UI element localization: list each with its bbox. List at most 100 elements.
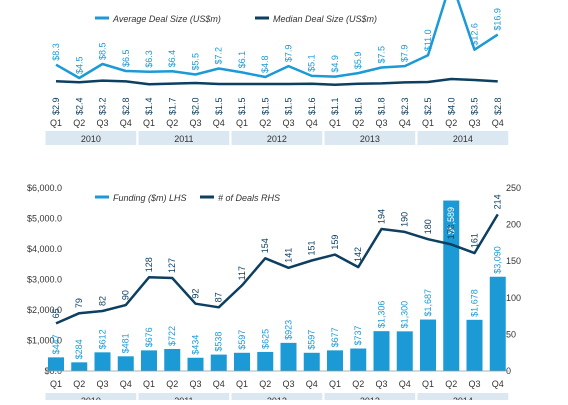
x-tick-label: Q1 bbox=[50, 118, 62, 128]
deal-size-legend: Average Deal Size (US$m) Median Deal Size… bbox=[95, 14, 377, 24]
year-label: 2012 bbox=[267, 134, 287, 144]
x-tick-label: Q1 bbox=[422, 118, 434, 128]
x-tick-label: Q2 bbox=[352, 118, 364, 128]
y-left-tick-label: $4,000.0 bbox=[27, 244, 62, 254]
average-data-label: $5.1 bbox=[307, 54, 317, 72]
x-tick-label: Q2 bbox=[166, 379, 178, 389]
legend-label-median: Median Deal Size (US$m) bbox=[273, 14, 377, 24]
median-data-label: $1.6 bbox=[353, 97, 363, 115]
deals-data-label: 159 bbox=[330, 235, 340, 250]
deals-data-label: 214 bbox=[493, 194, 503, 209]
year-label: 2012 bbox=[267, 396, 287, 400]
average-data-label: $7.5 bbox=[377, 46, 387, 64]
x-tick-label: Q4 bbox=[120, 118, 132, 128]
y-left-tick-label: $2,000.0 bbox=[27, 305, 62, 315]
year-band bbox=[324, 393, 416, 400]
funding-bar bbox=[187, 357, 204, 371]
average-data-label: $6.5 bbox=[121, 49, 131, 67]
deals-data-label: 90 bbox=[121, 290, 131, 300]
median-data-label: $2.5 bbox=[423, 97, 433, 115]
average-data-label: $7.2 bbox=[214, 47, 224, 65]
x-tick-label: Q4 bbox=[213, 118, 225, 128]
x-tick-label: Q2 bbox=[445, 118, 457, 128]
x-tick-label: Q4 bbox=[492, 118, 504, 128]
median-data-label: $2.8 bbox=[121, 97, 131, 115]
year-band bbox=[45, 393, 137, 400]
funding-bar bbox=[466, 319, 483, 371]
y-left-tick-label: $3,000.0 bbox=[27, 275, 62, 285]
x-tick-label: Q2 bbox=[259, 379, 271, 389]
median-data-label: $1.5 bbox=[284, 97, 294, 115]
deals-data-label: 151 bbox=[307, 240, 317, 255]
x-tick-label: Q1 bbox=[236, 379, 248, 389]
median-data-label: $2.8 bbox=[493, 97, 503, 115]
funding-bar bbox=[234, 352, 250, 371]
x-tick-label: Q1 bbox=[143, 379, 155, 389]
funding-data-label: $481 bbox=[121, 333, 131, 353]
funding-bar bbox=[373, 331, 390, 371]
average-deal-size-line bbox=[55, 0, 499, 80]
average-data-label: $6.1 bbox=[237, 51, 247, 69]
year-band bbox=[138, 131, 230, 145]
year-band bbox=[231, 131, 323, 145]
funding-bar bbox=[303, 352, 320, 371]
y-left-tick-label: $5,000.0 bbox=[27, 214, 62, 224]
median-data-label: $1.4 bbox=[144, 97, 154, 115]
x-tick-label: Q4 bbox=[120, 379, 132, 389]
deals-data-label: 180 bbox=[423, 219, 433, 234]
average-data-label: $6.3 bbox=[144, 50, 154, 68]
median-data-label: $1.5 bbox=[260, 97, 270, 115]
funding-bar bbox=[257, 351, 274, 371]
deals-data-label: 154 bbox=[260, 238, 270, 253]
average-data-label: $5.9 bbox=[353, 52, 363, 70]
deals-data-label: 173 bbox=[446, 224, 456, 239]
year-label: 2014 bbox=[453, 396, 473, 400]
average-data-label: $16.9 bbox=[493, 8, 503, 31]
funding-data-label: $3,090 bbox=[493, 246, 503, 274]
x-tick-label: Q4 bbox=[399, 118, 411, 128]
x-tick-label: Q2 bbox=[352, 379, 364, 389]
average-data-label: $7.9 bbox=[400, 45, 410, 63]
year-band bbox=[138, 393, 230, 400]
funding-data-label: $284 bbox=[74, 339, 84, 359]
median-data-label: $1.5 bbox=[237, 97, 247, 115]
deals-data-label: 65 bbox=[51, 308, 61, 318]
median-data-label: $1.6 bbox=[307, 97, 317, 115]
year-label: 2011 bbox=[174, 134, 193, 144]
x-tick-label: Q1 bbox=[50, 379, 62, 389]
y-right-tick-label: 200 bbox=[506, 220, 521, 230]
deals-data-label: 92 bbox=[191, 289, 201, 299]
average-data-label: $4.8 bbox=[260, 55, 270, 73]
deals-data-label: 128 bbox=[144, 257, 154, 272]
funding-bar bbox=[117, 356, 134, 371]
funding-data-label: $538 bbox=[214, 332, 224, 352]
deals-data-label: 79 bbox=[74, 298, 84, 308]
y-right-tick-label: 50 bbox=[506, 329, 516, 339]
x-tick-label: Q2 bbox=[73, 379, 85, 389]
year-label: 2011 bbox=[174, 396, 193, 400]
median-data-label: $3.2 bbox=[98, 97, 108, 115]
average-data-label: $4.9 bbox=[330, 55, 340, 73]
x-tick-label: Q4 bbox=[306, 379, 318, 389]
y-right-tick-label: 150 bbox=[506, 256, 521, 266]
funding-data-label: $434 bbox=[191, 335, 201, 355]
median-data-label: $3.5 bbox=[470, 97, 480, 115]
year-band bbox=[231, 393, 323, 400]
average-data-label: $12.6 bbox=[470, 23, 480, 46]
deals-data-label: 190 bbox=[400, 212, 410, 227]
x-tick-label: Q2 bbox=[445, 379, 457, 389]
x-tick-label: Q4 bbox=[306, 118, 318, 128]
y-right-tick-label: 100 bbox=[506, 293, 521, 303]
funding-data-label: $447 bbox=[51, 334, 61, 354]
x-tick-label: Q4 bbox=[492, 379, 504, 389]
deals-data-label: 194 bbox=[377, 209, 387, 224]
funding-bar bbox=[420, 319, 436, 371]
x-tick-label: Q3 bbox=[468, 379, 480, 389]
funding-data-label: $612 bbox=[98, 329, 108, 349]
year-label: 2013 bbox=[360, 134, 380, 144]
x-tick-label: Q3 bbox=[375, 118, 387, 128]
median-data-label: $1.7 bbox=[167, 97, 177, 115]
funding-data-label: $1,678 bbox=[470, 289, 480, 317]
funding-bar bbox=[396, 331, 413, 371]
